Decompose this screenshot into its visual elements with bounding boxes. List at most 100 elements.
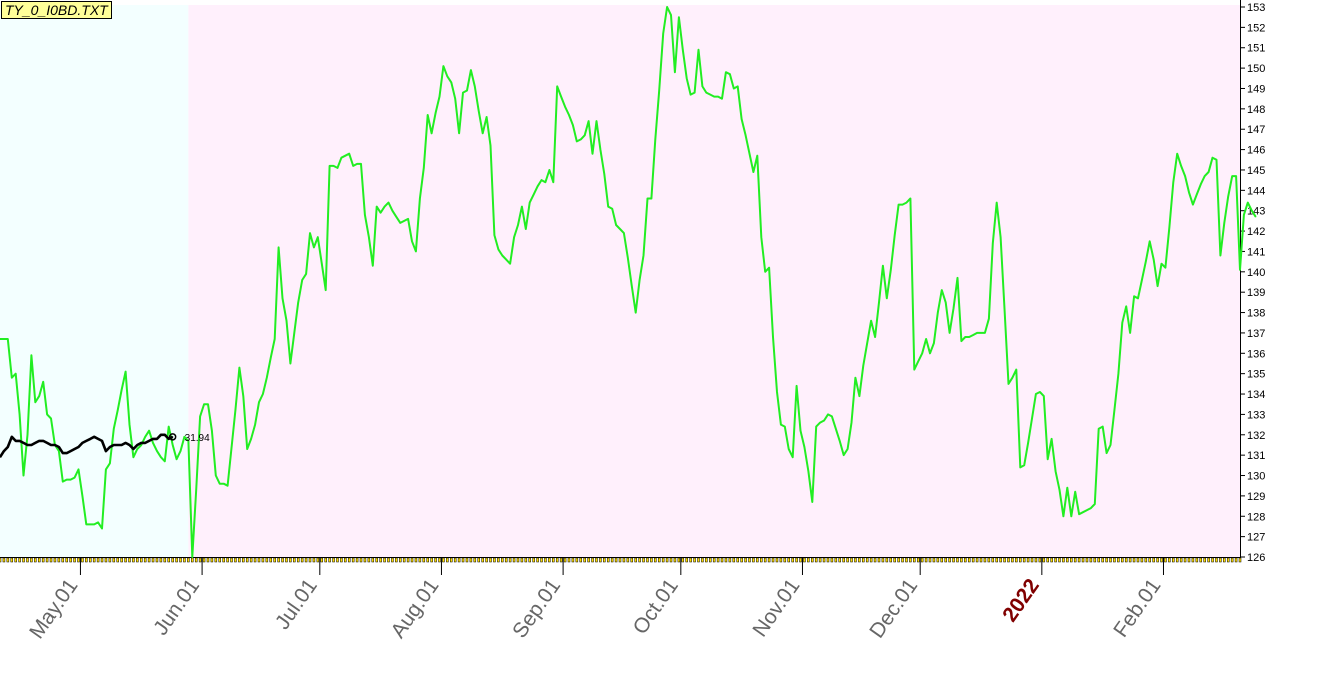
x-day-tick [889, 557, 893, 563]
indicator-end-marker [168, 433, 177, 441]
x-day-tick [811, 557, 814, 563]
price-point [164, 460, 166, 462]
price-point [1243, 214, 1245, 216]
price-point [1007, 383, 1010, 385]
indicator-value-readout: 31.94 [185, 433, 210, 444]
x-day-tick [489, 557, 492, 563]
x-day-tick [936, 557, 940, 563]
shaded-region [0, 5, 189, 557]
price-point [992, 242, 994, 244]
x-day-tick [45, 557, 49, 563]
price-point [611, 208, 613, 210]
x-day-tick [96, 557, 100, 563]
price-point [58, 450, 60, 452]
price-point [22, 474, 25, 477]
x-day-tick [1179, 557, 1183, 563]
price-point [701, 85, 704, 88]
x-day-tick [245, 557, 249, 563]
y-tick-label: 135 [1247, 369, 1265, 381]
y-tick-label: 149 [1247, 83, 1265, 95]
x-day-tick [320, 557, 324, 563]
price-point [576, 140, 578, 143]
x-tick-label: Dec.01 [865, 575, 922, 643]
x-day-tick [85, 557, 88, 563]
price-point [1003, 309, 1006, 312]
indicator-point [66, 452, 68, 454]
indicator-point [85, 440, 87, 442]
x-day-tick [893, 557, 896, 563]
y-tick-label: 148 [1247, 104, 1265, 116]
x-day-tick [1046, 557, 1049, 563]
x-day-tick [230, 557, 233, 563]
price-point [278, 246, 280, 248]
price-point [533, 193, 535, 196]
price-point [996, 201, 998, 204]
price-point [38, 395, 40, 397]
x-day-tick [187, 557, 190, 563]
price-point [219, 483, 221, 485]
y-tick-label: 132 [1247, 430, 1265, 442]
indicator-point [34, 442, 36, 444]
price-point [505, 258, 507, 261]
x-day-tick [1215, 557, 1218, 563]
price-point [1062, 515, 1065, 517]
x-day-tick [536, 557, 539, 563]
price-point [407, 218, 409, 220]
price-point [376, 206, 378, 208]
price-point [1223, 222, 1225, 224]
x-day-tick [814, 557, 818, 563]
price-point [34, 401, 36, 403]
price-point [690, 93, 692, 96]
x-day-tick [960, 557, 963, 563]
x-day-tick [944, 557, 947, 563]
price-point [497, 248, 499, 251]
price-point [843, 454, 845, 456]
x-day-tick [501, 557, 504, 563]
x-day-tick [567, 557, 571, 563]
x-day-tick [701, 557, 704, 563]
price-point [454, 98, 456, 100]
price-point [1058, 489, 1061, 491]
price-point [658, 89, 660, 92]
price-point [949, 332, 951, 334]
x-day-tick [712, 557, 716, 563]
price-point [1149, 240, 1151, 242]
x-day-tick [1230, 557, 1234, 563]
price-point [627, 256, 629, 259]
price-point [964, 336, 966, 338]
x-day-tick [673, 557, 677, 563]
price-point [686, 77, 688, 79]
x-day-tick [838, 557, 841, 563]
x-day-tick [622, 557, 626, 563]
x-day-tick [1077, 557, 1081, 563]
price-point [226, 485, 229, 487]
price-point [733, 87, 735, 90]
price-point [1094, 503, 1096, 505]
x-day-tick [1022, 557, 1026, 563]
x-day-tick [69, 557, 72, 563]
price-point [905, 201, 908, 204]
x-day-tick [1042, 557, 1046, 563]
indicator-point [156, 438, 158, 440]
price-point [693, 91, 696, 94]
price-point [921, 352, 923, 354]
x-day-tick [289, 557, 292, 563]
x-day-tick [842, 557, 845, 563]
x-day-tick [1238, 557, 1242, 563]
price-point [30, 354, 32, 356]
x-day-tick [932, 557, 936, 563]
x-day-tick [540, 557, 543, 563]
x-day-tick [579, 557, 583, 563]
price-point [584, 134, 586, 136]
price-point [262, 393, 264, 395]
x-day-tick [732, 557, 736, 563]
x-day-tick [681, 557, 685, 563]
price-point [501, 254, 503, 257]
price-point [819, 421, 821, 424]
x-day-tick [705, 557, 708, 563]
indicator-point [144, 442, 146, 444]
price-point [93, 523, 95, 526]
x-day-tick [571, 557, 575, 563]
x-day-tick [901, 557, 904, 563]
